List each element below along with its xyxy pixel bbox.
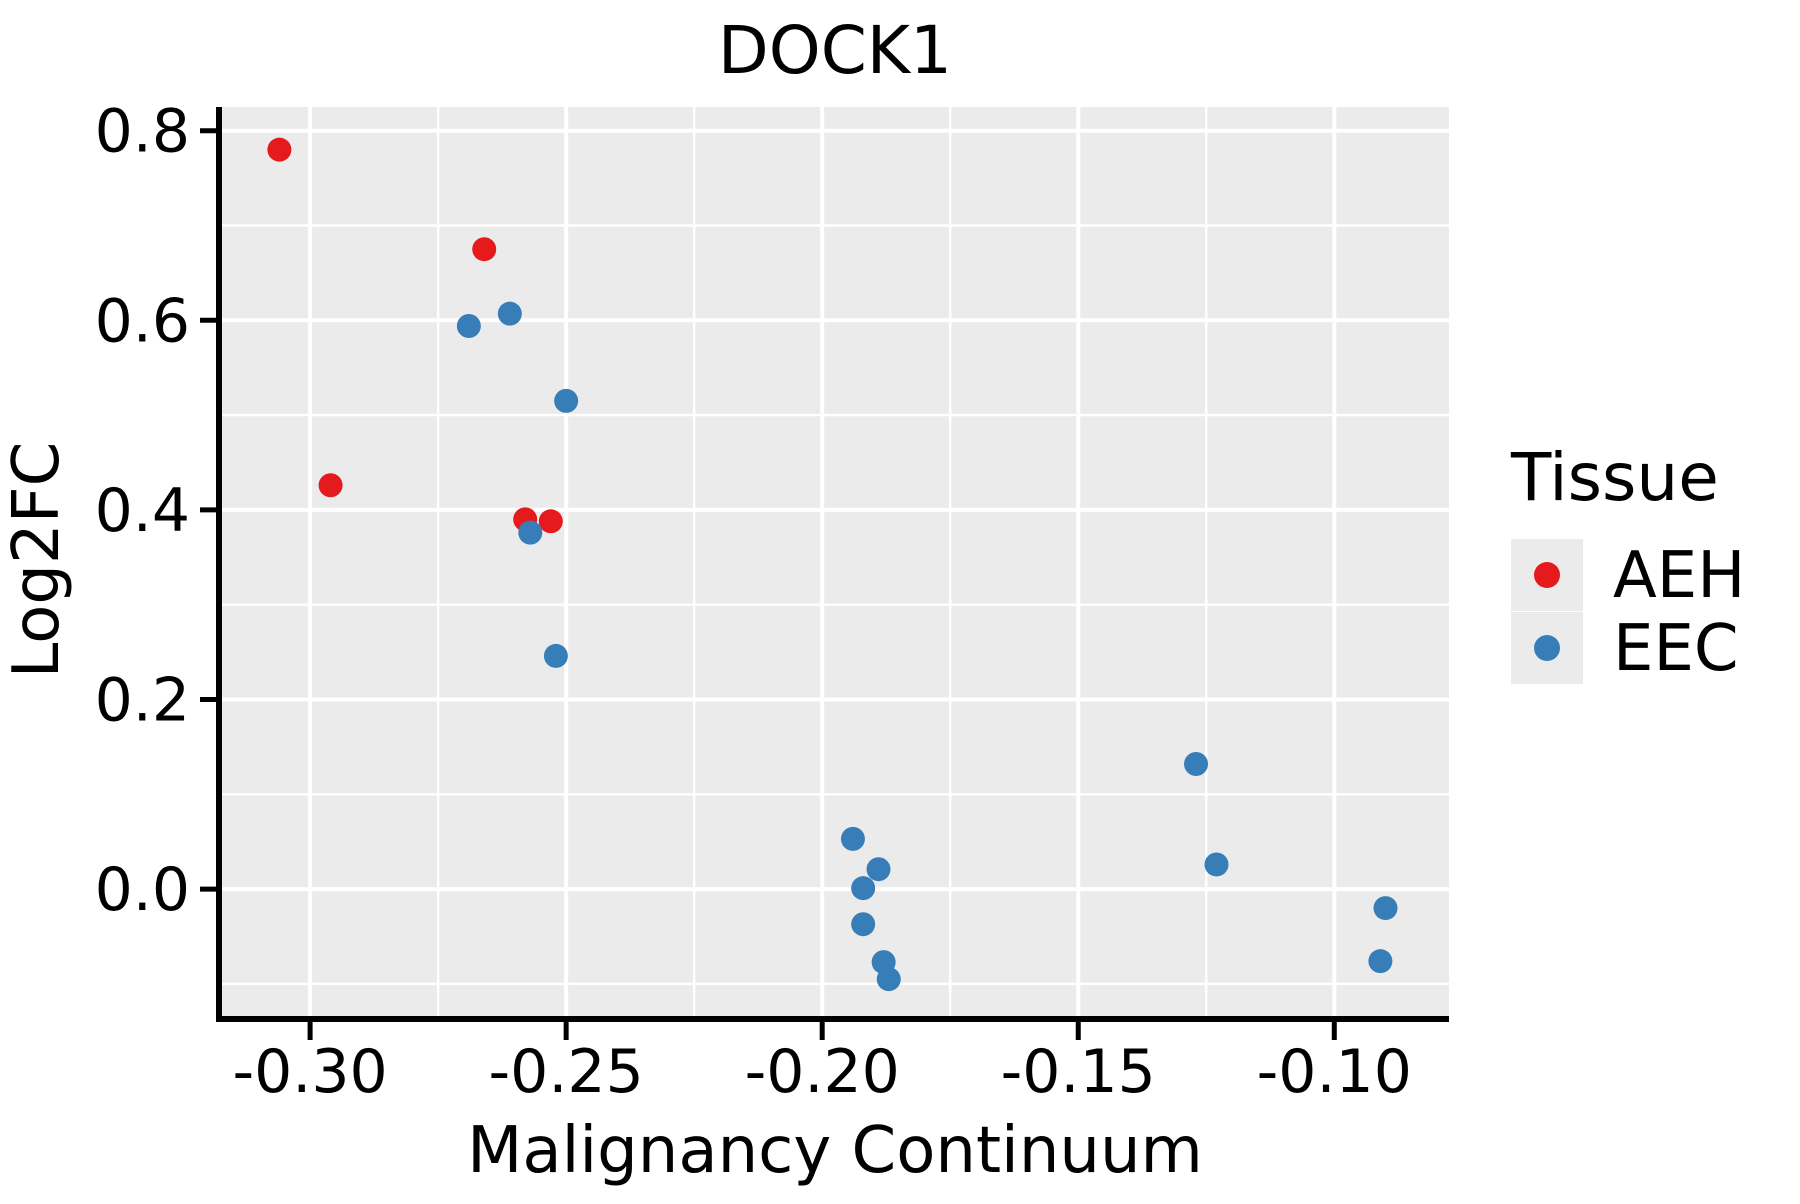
point-eec [1204, 852, 1229, 877]
legend-label-eec: EEC [1613, 612, 1739, 686]
point-aeh [538, 509, 563, 534]
y-tick-labels: 0.0 0.2 0.4 0.6 0.8 [95, 97, 190, 925]
point-eec [543, 643, 568, 668]
legend-title: Tissue [1510, 439, 1719, 516]
y-tick-label: 0.6 [95, 286, 190, 356]
point-eec [876, 967, 901, 992]
x-axis-label: Malignancy Continuum [467, 1114, 1203, 1188]
x-tick-label: -0.30 [232, 1037, 387, 1107]
gridlines-major [221, 107, 1449, 1019]
point-aeh [267, 137, 292, 162]
point-eec [518, 520, 543, 545]
gridlines-minor [221, 107, 1449, 1019]
x-tick-label: -0.20 [745, 1037, 900, 1107]
point-aeh [318, 473, 343, 498]
y-axis-label: Log2FC [0, 442, 74, 679]
legend-label-aeh: AEH [1613, 539, 1745, 613]
point-eec [497, 301, 522, 326]
x-tick-labels: -0.30 -0.25 -0.20 -0.15 -0.10 [232, 1037, 1411, 1107]
legend-marker-aeh [1534, 562, 1560, 588]
legend-marker-eec [1534, 635, 1560, 661]
x-tick-label: -0.25 [489, 1037, 644, 1107]
axis-spines [216, 107, 1449, 1022]
point-eec [1184, 751, 1209, 776]
y-tick-label: 0.4 [95, 476, 190, 546]
panel-background [221, 107, 1449, 1019]
data-points [267, 137, 1398, 992]
point-eec [851, 912, 876, 937]
y-tick-label: 0.8 [95, 97, 190, 167]
y-tick-label: 0.0 [95, 855, 190, 925]
axis-ticks [200, 128, 1337, 1040]
point-eec [554, 388, 579, 413]
chart-title: DOCK1 [718, 12, 952, 89]
x-tick-label: -0.10 [1257, 1037, 1412, 1107]
point-eec [866, 857, 891, 882]
point-eec [1373, 896, 1398, 921]
point-eec [456, 313, 481, 338]
point-eec [1368, 949, 1393, 974]
x-tick-label: -0.15 [1001, 1037, 1156, 1107]
y-tick-label: 0.2 [95, 666, 190, 736]
point-eec [840, 826, 865, 851]
point-eec [851, 876, 876, 901]
point-aeh [472, 237, 497, 262]
plot-panel [221, 107, 1449, 1019]
